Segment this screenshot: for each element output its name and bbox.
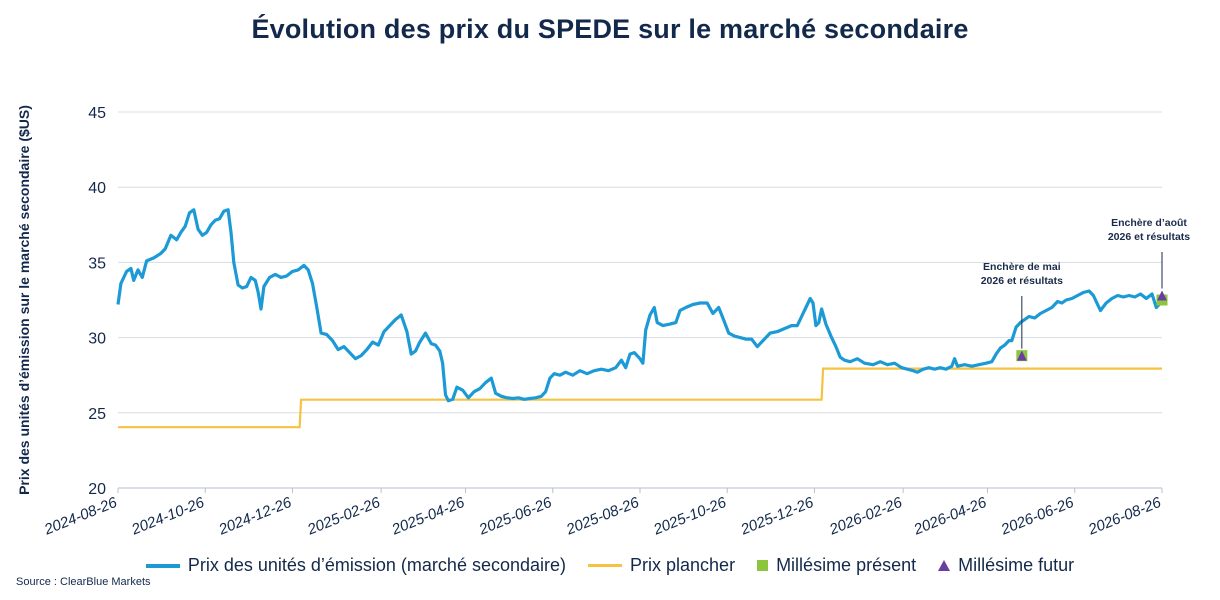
legend: Prix des unités d’émission (marché secon…: [0, 555, 1220, 576]
x-tick-label: 2025-12-26: [738, 494, 817, 539]
legend-label-market: Prix des unités d’émission (marché secon…: [187, 555, 567, 575]
floor-price-line: [118, 367, 1162, 429]
x-tick-label: 2025-06-26: [476, 494, 555, 539]
x-tick-label: 2024-12-26: [216, 494, 295, 539]
x-tick-label: 2025-10-26: [650, 494, 729, 539]
legend-label-floor: Prix plancher: [630, 555, 736, 575]
y-tick-label: 20: [88, 481, 106, 498]
y-tick-label: 45: [88, 105, 106, 122]
annotation-label: 2026 et résultats: [1108, 231, 1190, 243]
x-tick-label: 2026-08-26: [1085, 494, 1164, 539]
series-lines: [116, 208, 1164, 429]
purple-triangle-icon: [938, 560, 951, 571]
annotation-label: Enchère de mai: [983, 261, 1061, 273]
annotation-label: 2026 et résultats: [981, 275, 1063, 287]
auction-markers: [1016, 290, 1168, 362]
chart-title: Évolution des prix du SPEDE sur le march…: [251, 14, 969, 44]
source-note: Source : ClearBlue Markets: [16, 576, 151, 588]
x-tick-label: 2026-02-26: [826, 494, 905, 539]
legend-item-floor[interactable]: Prix plancher: [588, 555, 735, 576]
legend-swatch-market: [145, 563, 180, 568]
legend-swatch-floor: [588, 564, 623, 567]
y-tick-label: 40: [88, 180, 106, 197]
annotation-label: Enchère d’août: [1111, 217, 1187, 229]
x-tick-label: 2024-10-26: [128, 494, 207, 539]
grid-lines: [117, 111, 1163, 493]
y-tick-labels: 20 25 30 35 40 45: [88, 105, 106, 498]
y-tick-label: 30: [88, 331, 106, 348]
x-tick-label: 2025-02-26: [304, 494, 383, 539]
legend-item-market[interactable]: Prix des unités d’émission (marché secon…: [145, 555, 567, 576]
legend-label-future-vintage: Millésime futur: [958, 555, 1075, 575]
x-tick-label: 2024-08-26: [41, 494, 120, 539]
annotations: Enchère de mai 2026 et résultats Enchère d…: [981, 217, 1190, 349]
x-tick-label: 2025-08-26: [563, 494, 642, 539]
secondary-market-price-line: [116, 208, 1164, 403]
legend-item-future-vintage[interactable]: Millésime futur: [938, 555, 1074, 576]
x-tick-label: 2026-06-26: [998, 494, 1077, 539]
y-tick-label: 35: [88, 255, 106, 272]
legend-label-current-vintage: Millésime présent: [776, 555, 917, 575]
x-tick-labels: 2024-08-26 2024-10-26 2024-12-26 2025-02-26…: [41, 494, 1164, 539]
future-vintage-marker: [1016, 350, 1027, 361]
future-vintage-marker: [1157, 290, 1167, 301]
legend-item-current-vintage[interactable]: Millésime présent: [757, 555, 916, 576]
y-tick-label: 25: [88, 406, 106, 423]
x-tick-label: 2026-04-26: [911, 494, 990, 539]
green-square-icon: [757, 560, 769, 571]
x-tick-label: 2025-04-26: [389, 494, 468, 539]
